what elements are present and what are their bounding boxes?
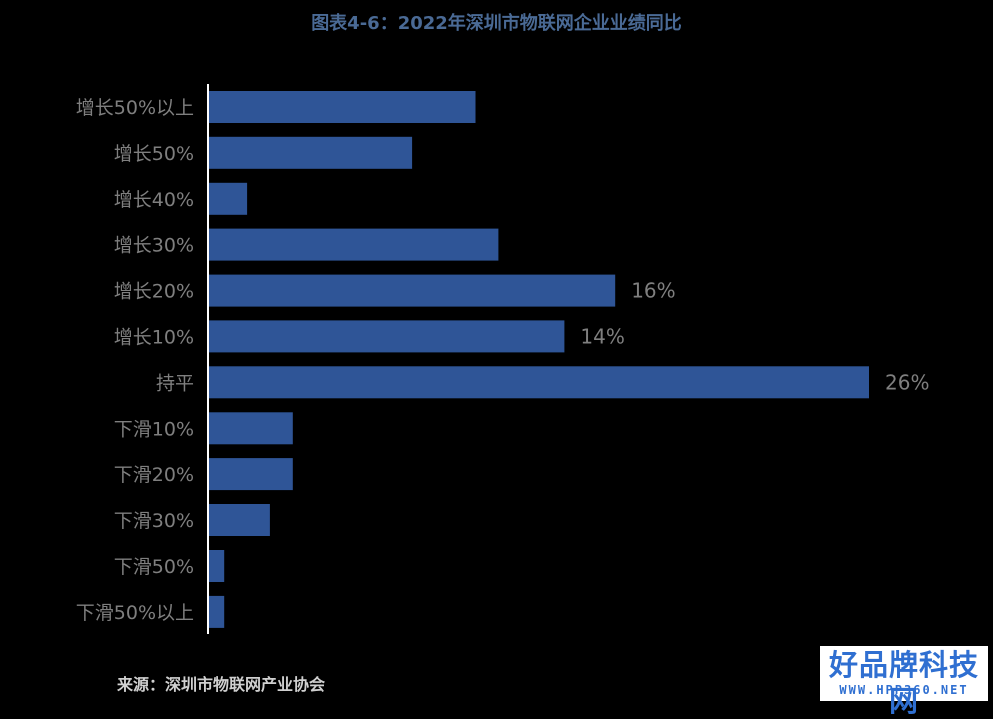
bar-10 <box>209 550 225 582</box>
category-label-3: 增长30% <box>114 235 194 257</box>
bar-1 <box>209 136 413 169</box>
data-label-5: 14% <box>580 324 624 348</box>
bar-2 <box>209 182 248 215</box>
category-label-5: 增长10% <box>114 326 194 348</box>
bar-9 <box>209 504 270 536</box>
bars-layer <box>209 91 869 628</box>
category-label-1: 增长50% <box>114 143 194 165</box>
bar-5 <box>209 320 565 353</box>
data-label-6: 26% <box>885 370 929 394</box>
category-label-7: 下滑10% <box>114 418 194 440</box>
category-label-0: 增长50%以上 <box>76 97 194 119</box>
bar-6 <box>209 366 869 399</box>
bar-0 <box>209 91 476 123</box>
bar-3 <box>209 228 499 261</box>
category-label-4: 增长20% <box>114 281 194 303</box>
bar-7 <box>209 412 293 445</box>
watermark-logo: 好品牌科技网 WWW.HPP360.NET <box>820 646 988 718</box>
category-label-10: 下滑50% <box>114 556 194 578</box>
category-label-6: 持平 <box>156 372 194 394</box>
data-label-4: 16% <box>631 279 675 303</box>
source-note: 来源：深圳市物联网产业协会 <box>117 675 326 694</box>
chart-title: 图表4-6：2022年深圳市物联网企业业绩同比 <box>311 13 682 34</box>
bar-4 <box>209 274 616 307</box>
category-label-2: 增长40% <box>114 189 194 211</box>
watermark-url-text: WWW.HPP360.NET <box>839 683 969 697</box>
bar-8 <box>209 458 293 491</box>
category-label-9: 下滑30% <box>114 510 194 532</box>
bar-11 <box>209 595 225 628</box>
category-label-8: 下滑20% <box>114 464 194 486</box>
category-label-11: 下滑50%以上 <box>76 602 194 624</box>
